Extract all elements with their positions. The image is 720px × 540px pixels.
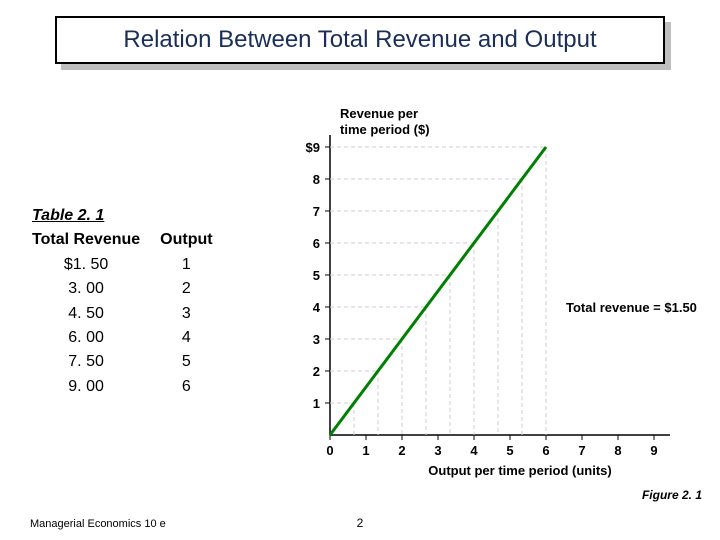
footer-text: Managerial Economics 10 e [30, 518, 166, 530]
svg-text:9: 9 [650, 443, 657, 458]
table-header-row: Total Revenue Output [32, 229, 233, 253]
svg-text:2: 2 [398, 443, 405, 458]
svg-text:7: 7 [578, 443, 585, 458]
data-table: Total Revenue Output $1. 501 3. 002 4. 5… [32, 229, 233, 400]
svg-text:2: 2 [313, 364, 320, 379]
svg-text:1: 1 [313, 396, 320, 411]
data-table-block: Table 2. 1 Total Revenue Output $1. 501 … [32, 205, 233, 400]
svg-text:Output per time period (units): Output per time period (units) [428, 463, 611, 478]
svg-text:6: 6 [313, 236, 320, 251]
figure-label: Figure 2. 1 [642, 488, 702, 502]
svg-text:6: 6 [542, 443, 549, 458]
col-header-revenue: Total Revenue [32, 229, 160, 253]
svg-text:8: 8 [614, 443, 621, 458]
page-number: 2 [357, 516, 364, 530]
chart-svg: Revenue pertime period ($) 0 1 2 3 4 5 6 7 8 9 1 2 3 4… [280, 100, 700, 480]
title-container: Relation Between Total Revenue and Outpu… [55, 16, 665, 64]
table-row: 7. 505 [32, 351, 233, 375]
table-row: 3. 002 [32, 278, 233, 302]
svg-text:4: 4 [470, 443, 478, 458]
svg-text:0: 0 [326, 443, 333, 458]
table-row: 4. 503 [32, 303, 233, 327]
svg-text:Revenue per: Revenue per [340, 106, 418, 121]
svg-text:7: 7 [313, 204, 320, 219]
svg-text:$9: $9 [306, 140, 320, 155]
svg-text:8: 8 [313, 172, 320, 187]
svg-text:4: 4 [313, 300, 321, 315]
table-caption: Table 2. 1 [32, 205, 233, 227]
svg-text:3: 3 [434, 443, 441, 458]
svg-text:time period ($): time period ($) [340, 122, 430, 137]
svg-text:Total revenue = $1.50 × output: Total revenue = $1.50 × output [566, 300, 700, 315]
table-row: $1. 501 [32, 254, 233, 278]
table-row: 9. 006 [32, 376, 233, 400]
svg-text:3: 3 [313, 332, 320, 347]
col-header-output: Output [160, 229, 232, 253]
table-row: 6. 004 [32, 327, 233, 351]
slide: Relation Between Total Revenue and Outpu… [0, 0, 720, 540]
svg-text:5: 5 [313, 268, 320, 283]
chart: Revenue pertime period ($) 0 1 2 3 4 5 6 7 8 9 1 2 3 4… [280, 100, 700, 480]
svg-text:5: 5 [506, 443, 513, 458]
slide-title: Relation Between Total Revenue and Outpu… [55, 16, 665, 64]
svg-text:1: 1 [362, 443, 369, 458]
